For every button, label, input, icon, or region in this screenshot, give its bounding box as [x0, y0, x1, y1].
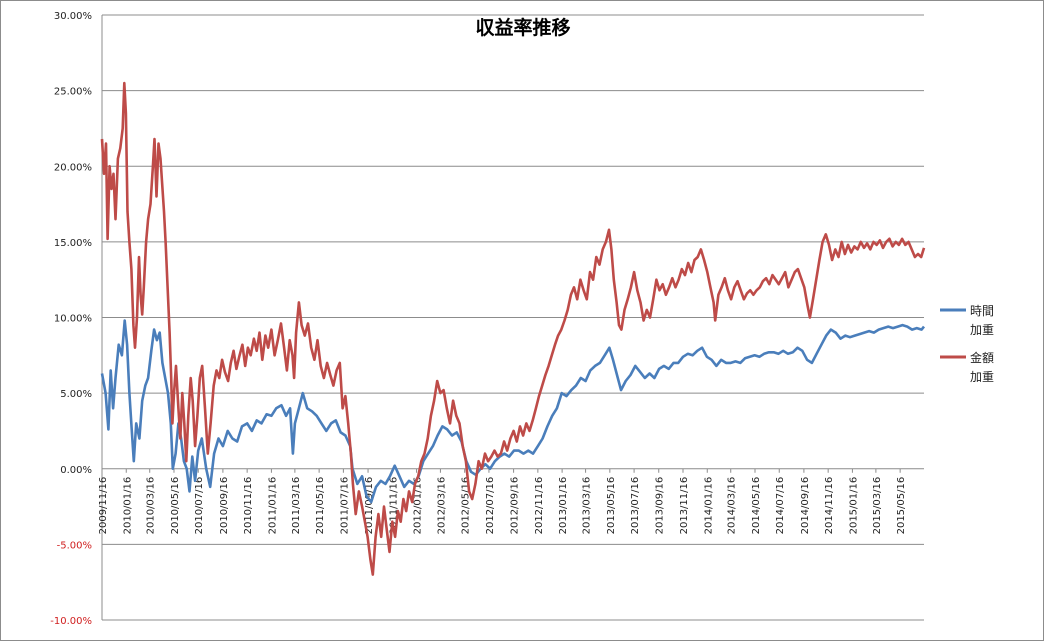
x-tick-label: 2011/05/16 — [315, 477, 326, 535]
x-tick-label: 2010/11/16 — [243, 477, 254, 535]
x-tick-label: 2014/07/16 — [775, 477, 786, 535]
x-tick-label: 2012/09/16 — [510, 477, 521, 535]
y-tick-label: 25.00% — [54, 87, 92, 98]
x-tick-label: 2015/01/16 — [848, 477, 859, 535]
x-tick-label: 2013/01/16 — [558, 477, 569, 535]
x-tick-label: 2014/05/16 — [751, 477, 762, 535]
x-tick-label: 2014/01/16 — [703, 477, 714, 535]
x-tick-label: 2013/03/16 — [582, 477, 593, 535]
legend-label: 加重 — [970, 323, 994, 337]
series-lines — [100, 81, 926, 576]
x-tick-label: 2012/01/16 — [413, 477, 424, 535]
y-axis: 30.00% 25.00% 20.00% 15.00% 10.00% 5.00% 0.00%… — [50, 11, 103, 627]
x-tick-label: 2009/11/16 — [98, 477, 109, 535]
x-tick-label: 2011/09/16 — [364, 477, 375, 535]
x-tick-label: 2010/01/16 — [122, 477, 133, 535]
x-tick-label: 2011/07/16 — [339, 477, 350, 535]
y-tick-label: -10.00% — [50, 616, 92, 627]
x-tick-label: 2015/05/16 — [896, 477, 907, 535]
series-line-2 — [100, 81, 926, 576]
x-tick-label: 2013/09/16 — [655, 477, 666, 535]
legend-label: 時間 — [970, 304, 994, 318]
x-tick-label: 2011/01/16 — [267, 477, 278, 535]
legend-label: 加重 — [970, 370, 994, 384]
y-tick-label: 10.00% — [54, 314, 92, 325]
x-tick-label: 2013/05/16 — [606, 477, 617, 535]
x-tick-label: 2012/07/16 — [485, 477, 496, 535]
x-tick-label: 2011/11/16 — [388, 477, 399, 535]
chart-title: 収益率推移 — [475, 16, 570, 39]
x-tick-label: 2013/07/16 — [630, 477, 641, 535]
x-tick-label: 2010/03/16 — [146, 477, 157, 535]
x-axis: 2009/11/16 2010/01/16 2010/03/16 2010/05/16… — [98, 468, 907, 535]
x-tick-label: 2010/09/16 — [219, 477, 230, 535]
x-tick-label: 2014/09/16 — [800, 477, 811, 535]
legend-label: 金額 — [970, 350, 994, 365]
y-tick-label: 20.00% — [54, 162, 92, 173]
y-tick-label: 15.00% — [54, 238, 92, 249]
x-tick-label: 2010/07/16 — [194, 477, 205, 535]
y-tick-label: 0.00% — [60, 465, 92, 476]
y-tick-label: 5.00% — [60, 389, 92, 400]
x-tick-label: 2014/03/16 — [727, 477, 738, 535]
series-line-1 — [100, 319, 926, 504]
x-tick-label: 2015/03/16 — [872, 477, 883, 535]
x-tick-label: 2012/11/16 — [534, 477, 545, 535]
x-tick-label: 2014/11/16 — [824, 477, 835, 535]
x-tick-label: 2010/05/16 — [170, 477, 181, 535]
x-tick-label: 2013/11/16 — [679, 477, 690, 535]
y-tick-label: 30.00% — [54, 11, 92, 22]
y-tick-label: -5.00% — [57, 540, 92, 551]
x-tick-label: 2011/03/16 — [291, 477, 302, 535]
gridlines — [102, 14, 924, 621]
x-tick-label: 2012/03/16 — [436, 477, 447, 535]
x-tick-label: 2012/05/16 — [461, 477, 472, 535]
